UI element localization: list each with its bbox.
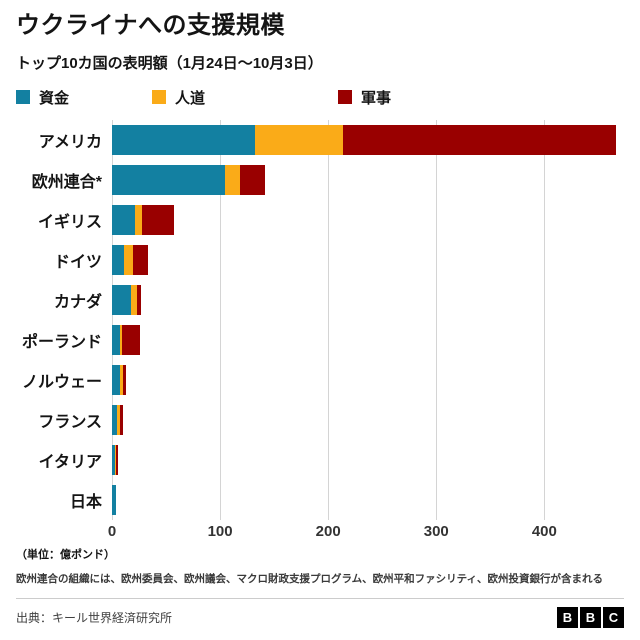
x-axis-ticks: 0 100 200 300 400 bbox=[108, 520, 620, 544]
bar-row: イタリア bbox=[16, 440, 624, 480]
bar-row: フランス bbox=[16, 400, 624, 440]
bar-segment-military bbox=[136, 284, 142, 315]
category-label: ドイツ bbox=[53, 253, 102, 271]
bar-row: ドイツ bbox=[16, 240, 624, 280]
bar-segment-military bbox=[239, 164, 266, 195]
gridline bbox=[220, 119, 222, 520]
gridline bbox=[436, 119, 438, 520]
bar-segment-humanitarian bbox=[119, 324, 122, 355]
bar-row: カナダ bbox=[16, 280, 624, 320]
legend: 資金 人道 軍事 bbox=[16, 87, 624, 108]
bar-row: イギリス bbox=[16, 200, 624, 240]
x-tick-label: 0 bbox=[107, 522, 117, 540]
gridline bbox=[328, 119, 330, 520]
source-text: 出典：キール世界経済研究所 bbox=[16, 610, 173, 625]
category-label: 日本 bbox=[69, 493, 102, 511]
bar-segment-humanitarian bbox=[225, 164, 240, 195]
category-label: カナダ bbox=[53, 293, 102, 311]
bar-segment-funds bbox=[112, 484, 117, 515]
bar-track bbox=[112, 484, 620, 515]
bar-row: アメリカ bbox=[16, 120, 624, 160]
bbc-logo-letter: B bbox=[580, 606, 601, 628]
category-label: ポーランド bbox=[21, 333, 102, 351]
legend-swatch bbox=[338, 90, 352, 105]
bar-segment-humanitarian bbox=[115, 444, 117, 475]
bar-segment-funds bbox=[112, 244, 124, 275]
bbc-logo-letter: C bbox=[603, 606, 624, 628]
divider bbox=[16, 597, 624, 599]
bar-segment-funds bbox=[112, 404, 118, 435]
category-label: 欧州連合* bbox=[31, 173, 102, 191]
bar-segment-humanitarian bbox=[123, 244, 133, 275]
gridline bbox=[112, 119, 113, 520]
bar-track bbox=[112, 324, 620, 355]
bar-segment-military bbox=[343, 124, 616, 155]
x-axis: 0 100 200 300 400 bbox=[16, 520, 624, 544]
gridlines bbox=[112, 119, 620, 520]
bar-track bbox=[112, 284, 620, 315]
legend-item-1: 人道 bbox=[152, 87, 338, 108]
bar-track bbox=[112, 164, 620, 195]
category-label: イタリア bbox=[38, 453, 102, 471]
x-axis-spacer bbox=[16, 520, 112, 544]
bar-row: 欧州連合* bbox=[16, 160, 624, 200]
chart-rows: アメリカ欧州連合* イギリスドイツカナダポーランドノルウェーフランスイタリア日本 bbox=[16, 119, 624, 520]
legend-label: 資金 bbox=[39, 89, 70, 107]
bar-segment-military bbox=[142, 204, 174, 235]
bar-row: 日本 bbox=[16, 480, 624, 520]
bar-segment-funds bbox=[112, 284, 132, 315]
bar-segment-humanitarian bbox=[117, 404, 120, 435]
chart-title: ウクライナへの支援規模 bbox=[16, 12, 286, 39]
legend-label: 軍事 bbox=[361, 89, 392, 107]
legend-swatch bbox=[152, 90, 166, 105]
chart-subtitle: トップ10カ国の表明額（1月24日〜10月3日） bbox=[16, 54, 323, 72]
bar-segment-military bbox=[132, 244, 148, 275]
unit-label: （単位：億ポンド） bbox=[16, 548, 115, 561]
category-label: ノルウェー bbox=[21, 373, 102, 391]
bar-track bbox=[112, 444, 620, 475]
bar-track bbox=[112, 244, 620, 275]
bar-segment-funds bbox=[112, 364, 120, 395]
bar-segment-military bbox=[116, 444, 119, 475]
bar-segment-funds bbox=[112, 324, 120, 355]
bar-row: ポーランド bbox=[16, 320, 624, 360]
x-tick-label: 200 bbox=[315, 522, 341, 540]
bar-segment-humanitarian bbox=[134, 204, 143, 235]
legend-item-0: 資金 bbox=[16, 87, 152, 108]
legend-item-2: 軍事 bbox=[338, 87, 391, 108]
bar-row: ノルウェー bbox=[16, 360, 624, 400]
bar-segment-humanitarian bbox=[254, 124, 344, 155]
x-tick-label: 400 bbox=[531, 522, 557, 540]
category-label: アメリカ bbox=[38, 133, 102, 151]
x-tick-label: 300 bbox=[423, 522, 449, 540]
chart: アメリカ 欧州連合* イギリス ドイツ カナダ ポーランド ノルウェー フランス イタリア 日本 … bbox=[16, 119, 624, 562]
bar-track bbox=[112, 364, 620, 395]
legend-label: 人道 bbox=[175, 89, 206, 107]
bar-track bbox=[112, 204, 620, 235]
gridline bbox=[544, 119, 546, 520]
bar-segment-humanitarian bbox=[131, 284, 137, 315]
x-tick-label: 100 bbox=[207, 522, 233, 540]
bar-segment-military bbox=[122, 364, 127, 395]
bar-track bbox=[112, 124, 620, 155]
bar-segment-funds bbox=[112, 444, 116, 475]
legend-swatch bbox=[16, 90, 30, 105]
footnote: 欧州連合の組織には、欧州委員会、欧州議会、マクロ財政支援プログラム、欧州平和ファ… bbox=[16, 572, 604, 585]
bar-track bbox=[112, 404, 620, 435]
bar-segment-military bbox=[121, 324, 141, 355]
bbc-logo-letter: B bbox=[557, 606, 578, 628]
bar-segment-military bbox=[119, 404, 123, 435]
bar-segment-funds bbox=[112, 124, 255, 155]
category-label: フランス bbox=[38, 413, 102, 431]
bar-segment-funds bbox=[112, 204, 135, 235]
bar-segment-funds bbox=[112, 164, 226, 195]
category-label: イギリス bbox=[37, 213, 102, 231]
bar-segment-humanitarian bbox=[119, 364, 123, 395]
